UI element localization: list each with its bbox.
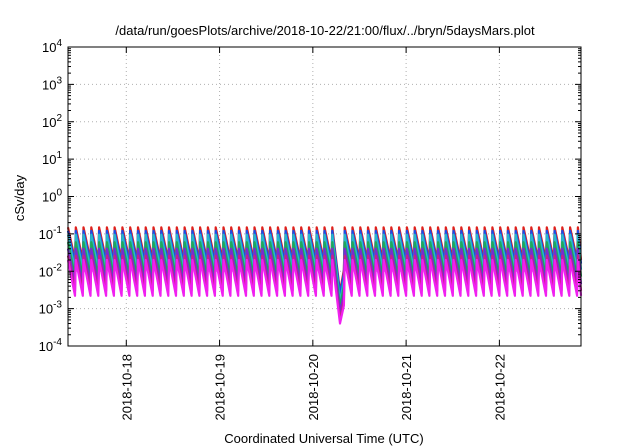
y-tick-label: 102 — [42, 113, 62, 130]
axes: 10-4 10-3 10-2 10-1 100 101 102 103 104 2018-10-1… — [39, 38, 581, 421]
series-group — [66, 226, 583, 325]
y-tick-label: 10-2 — [39, 262, 63, 279]
x-tick-label: 2018-10-18 — [119, 354, 134, 421]
y-axis-label: cSv/day — [12, 174, 27, 221]
x-tick-label: 2018-10-21 — [399, 354, 414, 421]
series-line — [66, 258, 583, 325]
y-tick-label: 101 — [42, 150, 62, 167]
y-tick-label: 10-4 — [39, 337, 63, 354]
chart-title: /data/run/goesPlots/archive/2018-10-22/2… — [115, 23, 535, 38]
y-tick-label: 100 — [42, 188, 62, 205]
y-tick-label: 104 — [42, 38, 62, 55]
x-tick-label: 2018-10-19 — [213, 354, 228, 421]
x-tick-label: 2018-10-22 — [492, 354, 507, 421]
y-tick-label: 10-3 — [39, 300, 63, 317]
grid — [68, 47, 581, 346]
y-tick-label: 103 — [42, 75, 62, 92]
x-tick-label: 2018-10-20 — [306, 354, 321, 421]
x-axis-label: Coordinated Universal Time (UTC) — [224, 431, 423, 446]
y-tick-label: 10-1 — [39, 225, 63, 242]
